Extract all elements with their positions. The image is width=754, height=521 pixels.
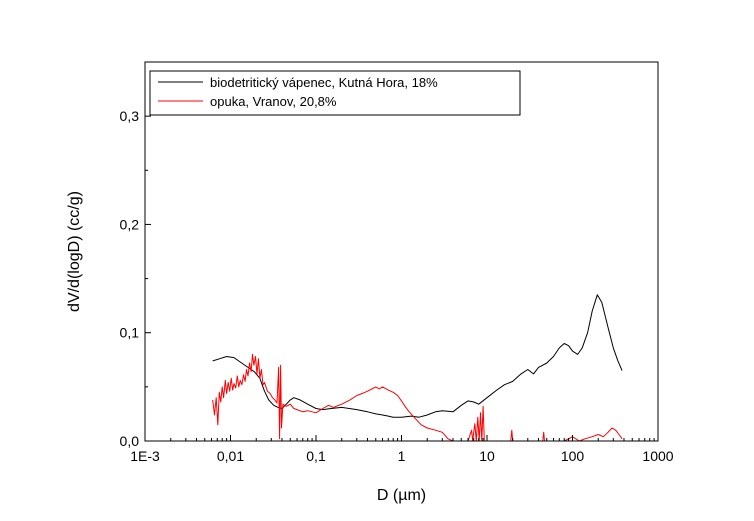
legend: biodetritický vápenec, Kutná Hora, 18% o… <box>149 70 521 116</box>
y-axis-label: dV/d(logD) (cc/g) <box>66 191 83 312</box>
legend-box <box>149 70 521 116</box>
x-tick-label: 0,01 <box>217 448 244 464</box>
y-tick-label: 0,1 <box>120 325 140 341</box>
x-tick-label: 1 <box>398 448 406 464</box>
series-line-0 <box>212 294 623 418</box>
x-axis-label: D (µm) <box>377 487 426 504</box>
y-tick-label: 0,2 <box>120 216 140 232</box>
legend-entry-series-1: opuka, Vranov, 20,8% <box>210 94 337 109</box>
legend-entry-series-0: biodetritický vápenec, Kutná Hora, 18% <box>210 75 438 90</box>
x-tick-label: 1000 <box>642 448 673 464</box>
y-axis-ticks: 0,0 0,1 0,2 0,3 <box>120 108 151 449</box>
plot-marks <box>212 294 623 442</box>
x-tick-label: 10 <box>479 448 495 464</box>
x-tick-label: 100 <box>561 448 585 464</box>
x-tick-label: 0,1 <box>306 448 326 464</box>
y-tick-label: 0,3 <box>120 108 140 124</box>
x-tick-label: 1E-3 <box>130 448 160 464</box>
x-axis-ticks: 1E-3 0,01 0,1 1 10 100 1000 <box>130 435 674 464</box>
series-line-1 <box>212 353 623 442</box>
plot-frame <box>144 61 659 442</box>
y-tick-label: 0,0 <box>120 433 140 449</box>
